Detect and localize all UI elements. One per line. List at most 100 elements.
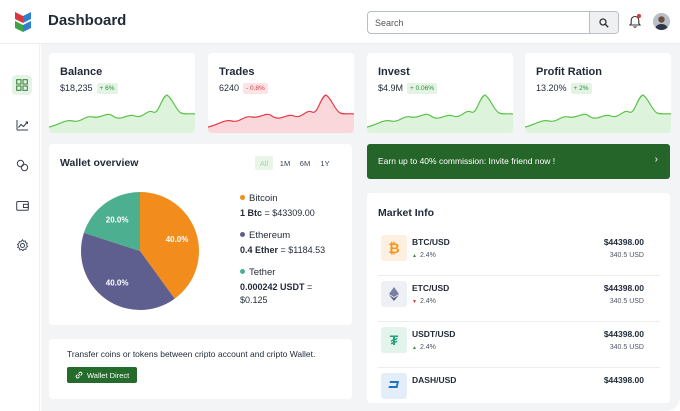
- notification-dot: [637, 14, 641, 18]
- sparkline-chart: [49, 94, 195, 133]
- legend-dot-ethereum: [240, 232, 245, 237]
- legend-amount: 0.4 Ether: [240, 245, 279, 255]
- arrow-up-icon: ▲: [412, 345, 417, 351]
- legend-name: Bitcoin: [249, 193, 278, 204]
- coin-pair: BTC/USD: [412, 237, 450, 247]
- pie-label-ethereum: 40.0%: [106, 279, 129, 288]
- transfer-card: Transfer coins or tokens between cripto …: [49, 339, 352, 399]
- coin-pair: DASH/USD: [412, 375, 457, 385]
- stat-title: Profit Ration: [536, 66, 602, 78]
- sparkline-chart: [367, 94, 513, 133]
- stat-amount: $4.9M: [378, 83, 404, 93]
- sidebar-item-settings[interactable]: [12, 235, 32, 255]
- coin-pair: USDT/USD: [412, 329, 456, 339]
- arrow-up-icon: ▲: [412, 253, 417, 259]
- bitcoin-icon: ₿: [381, 235, 407, 261]
- promo-text: Earn up to 40% commission: Invite friend…: [378, 156, 556, 166]
- search-box: [367, 11, 619, 34]
- sidebar-item-trading[interactable]: [12, 115, 32, 135]
- coin-price: $44398.00: [603, 329, 644, 339]
- wallet-direct-button[interactable]: Wallet Direct: [67, 367, 138, 383]
- coin-price: $44398.00: [603, 237, 644, 247]
- chevron-right-icon: ›: [654, 154, 658, 165]
- sidebar-item-dashboard[interactable]: [12, 75, 32, 95]
- invite-promo-banner[interactable]: Earn up to 40% commission: Invite friend…: [367, 144, 670, 179]
- stat-value: $4.9M + 0.06%: [378, 83, 438, 94]
- market-row-usdt[interactable]: ₮ USDT/USD ▲ 2.4% $44398.00 340.5 USD: [378, 323, 660, 368]
- coin-change-value: 2.4%: [419, 252, 436, 259]
- stat-card-trades[interactable]: Trades 6240- 0.8%: [208, 53, 354, 133]
- legend-value: = $0.125: [240, 282, 313, 305]
- coin-volume: 340.5 USD: [609, 252, 644, 259]
- tether-icon: ₮: [381, 327, 407, 353]
- search-icon: [599, 17, 609, 28]
- market-row-btc[interactable]: ₿ BTC/USD ▲ 2.4% $44398.00 340.5 USD: [378, 231, 660, 276]
- tab-1m[interactable]: 1M: [279, 158, 291, 168]
- sidebar: [0, 44, 40, 411]
- search-input[interactable]: [368, 12, 590, 33]
- coin-change-value: 2.4%: [419, 298, 436, 305]
- coin-change-value: 2.4%: [419, 344, 436, 351]
- stat-card-balance[interactable]: Balance $18,235 + 6%: [49, 53, 195, 133]
- wallet-icon: [15, 200, 29, 211]
- legend-bitcoin: Bitcoin 1 Btc = $43309.00: [240, 193, 315, 220]
- legend-ethereum: Ethereum 0.4 Ether = $1184.53: [240, 230, 325, 257]
- sidebar-item-exchange[interactable]: [12, 155, 32, 175]
- market-info-card: Market Info ₿ BTC/USD ▲ 2.4% $44398.00 34…: [367, 193, 670, 403]
- legend-dot-tether: [240, 269, 245, 274]
- stat-amount: 13.20%: [536, 83, 567, 93]
- stat-card-invest[interactable]: Invest $4.9M + 0.06%: [367, 53, 513, 133]
- legend-value: = $1184.53: [278, 245, 326, 255]
- app-logo-icon[interactable]: [12, 10, 34, 34]
- market-row-etc[interactable]: ETC/USD ▼ 2.4% $44398.00 340.5 USD: [378, 277, 660, 322]
- stat-change-badge: - 0.8%: [243, 83, 268, 94]
- coin-change: ▲ 2.4%: [412, 252, 436, 259]
- stat-amount: $18,235: [60, 83, 93, 93]
- sidebar-item-wallet[interactable]: [12, 195, 32, 215]
- user-avatar[interactable]: [653, 13, 670, 30]
- coin-price: $44398.00: [603, 283, 644, 293]
- tab-6m[interactable]: 6M: [299, 158, 311, 168]
- wallet-overview-title: Wallet overview: [60, 157, 139, 169]
- dashboard-icon: [16, 79, 28, 91]
- ethereum-icon: [381, 281, 407, 307]
- coin-change: ▼ 2.4%: [412, 298, 436, 305]
- pie-slice-tether[interactable]: [83, 192, 140, 251]
- chart-trend-icon: [16, 120, 28, 131]
- legend-amount: 1 Btc: [240, 208, 263, 218]
- coin-volume: 340.5 USD: [609, 298, 644, 305]
- stat-title: Invest: [378, 66, 410, 78]
- stat-value: $18,235 + 6%: [60, 83, 118, 94]
- stat-value: 6240- 0.8%: [219, 83, 268, 94]
- search-button[interactable]: [589, 12, 618, 33]
- arrow-down-icon: ▼: [412, 299, 417, 305]
- legend-value: = $43309.00: [262, 208, 315, 218]
- period-tabs: All 1M 6M 1Y: [255, 156, 333, 170]
- market-info-title: Market Info: [378, 207, 435, 219]
- wallet-direct-label: Wallet Direct: [87, 370, 130, 380]
- coin-change: ▲ 2.4%: [412, 344, 436, 351]
- transfer-description: Transfer coins or tokens between cripto …: [67, 349, 316, 359]
- stat-change-badge: + 2%: [570, 83, 592, 94]
- stat-change-badge: + 6%: [96, 83, 118, 94]
- market-row-dash[interactable]: DASH/USD $44398.00: [378, 369, 660, 403]
- stat-value: 13.20% + 2%: [536, 83, 592, 94]
- main-content: Balance $18,235 + 6% Trades 6240- 0.8% In…: [41, 44, 680, 411]
- stat-title: Balance: [60, 66, 103, 78]
- legend-name: Tether: [249, 267, 276, 278]
- tab-all[interactable]: All: [255, 156, 273, 170]
- stat-card-profit-ratio[interactable]: Profit Ration 13.20% + 2%: [525, 53, 671, 133]
- legend-amount: 0.000242 USDT: [240, 282, 305, 292]
- legend-name: Ethereum: [249, 230, 291, 241]
- tab-1y[interactable]: 1Y: [320, 158, 330, 168]
- top-bar: Dashboard: [0, 0, 680, 44]
- pie-label-tether: 20.0%: [106, 215, 129, 224]
- pie-slice-ethereum[interactable]: [80, 232, 175, 310]
- sparkline-chart: [525, 94, 671, 133]
- pie-slice-bitcoin[interactable]: [140, 192, 199, 299]
- pie-label-bitcoin: 40.0%: [166, 235, 189, 244]
- exchange-icon: [16, 159, 28, 171]
- stat-change-badge: + 0.06%: [407, 83, 438, 94]
- sparkline-chart: [208, 94, 354, 133]
- user-photo-icon: [653, 13, 670, 30]
